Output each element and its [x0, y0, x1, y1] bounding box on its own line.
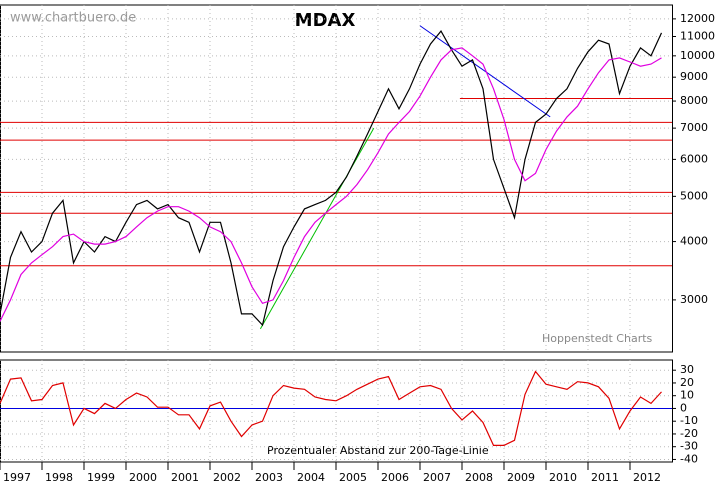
x-tick-label: 2007	[423, 471, 451, 484]
x-tick-label: 1998	[45, 471, 73, 484]
x-tick-label: 2010	[549, 471, 577, 484]
x-tick-label: 2004	[297, 471, 325, 484]
y-tick-label: 10000	[680, 49, 715, 62]
x-tick-label: 1999	[87, 471, 115, 484]
y-tick-label: 12000	[680, 12, 715, 25]
y-tick-label: 4000	[680, 235, 708, 248]
y-tick-label: -30	[680, 440, 698, 453]
chart-title: MDAX	[295, 10, 356, 31]
y-tick-label: 7000	[680, 121, 708, 134]
x-tick-label: 1997	[3, 471, 31, 484]
trend-line	[419, 25, 551, 118]
series-line	[0, 47, 662, 322]
x-tick-label: 2005	[339, 471, 367, 484]
x-tick-label: 2008	[465, 471, 493, 484]
y-tick-label: -10	[680, 414, 698, 427]
y-tick-label: 30	[680, 363, 694, 376]
y-tick-label: -20	[680, 427, 698, 440]
y-tick-label: 0	[680, 401, 687, 414]
x-tick-label: 2002	[213, 471, 241, 484]
x-tick-label: 2001	[171, 471, 199, 484]
y-tick-label: 9000	[680, 70, 708, 83]
x-tick-label: 2003	[255, 471, 283, 484]
trend-line	[259, 127, 375, 330]
y-tick-label: 6000	[680, 152, 708, 165]
series-line	[0, 370, 662, 446]
y-tick-label: -40	[680, 452, 698, 465]
y-tick-label: 10	[680, 389, 694, 402]
x-tick-label: 2012	[633, 471, 661, 484]
y-tick-label: 8000	[680, 94, 708, 107]
x-tick-label: 2009	[507, 471, 535, 484]
y-tick-label: 5000	[680, 189, 708, 202]
source: www.chartbuero.de	[10, 11, 136, 26]
series-line	[0, 30, 663, 327]
y-tick-label: 3000	[680, 293, 708, 306]
panel-title: Prozentualer Abstand zur 200-Tage-Linie	[267, 444, 489, 457]
y-tick-label: 11000	[680, 30, 715, 43]
y-tick-label: 20	[680, 376, 694, 389]
x-tick-label: 2006	[381, 471, 409, 484]
x-tick-label: 2011	[591, 471, 619, 484]
x-tick-label: 2000	[129, 471, 157, 484]
credit: Hoppenstedt Charts	[542, 332, 653, 345]
